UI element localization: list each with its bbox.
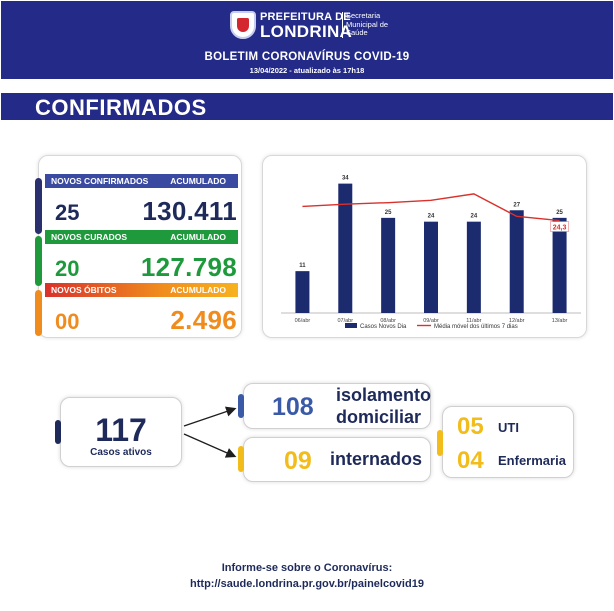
arrow-to-hospitalized — [183, 433, 237, 458]
chart-category-label: 08/abr — [380, 318, 396, 324]
chart-bar-label: 34 — [342, 176, 349, 182]
footer-info: Informe-se sobre o Coronavírus: — [221, 562, 393, 574]
section-title: CONFIRMADOS — [35, 95, 207, 120]
deaths-accent-bar — [35, 290, 42, 336]
deaths-total-value: 2.496 — [170, 305, 237, 335]
recovered-label: NOVOS CURADOS — [51, 232, 128, 242]
prefeitura-logo: PREFEITURA DE LONDRINA Secretaria Munici… — [230, 10, 390, 42]
chart-average-label: 24,3 — [553, 225, 567, 232]
recovered-accum-label: ACUMULADO — [170, 232, 226, 242]
confirmed-daily-value: 25 — [55, 200, 80, 225]
hospital-breakdown-card: 05 UTI 04 Enfermaria — [442, 406, 574, 478]
chart-bar — [552, 217, 567, 313]
header-bar: PREFEITURA DE LONDRINA Secretaria Munici… — [1, 1, 613, 79]
chart-bar-label: 27 — [513, 202, 520, 208]
home-isolation-value: 108 — [272, 393, 314, 421]
logo-divider — [342, 12, 343, 38]
cases-chart-card: 11 06/abr 34 07/abr 25 08/abr 24 09/abr 24 11/abr… — [262, 155, 587, 338]
chart-bar-label: 11 — [299, 263, 306, 269]
home-isolation-label-line: domiciliar — [336, 407, 422, 427]
secretaria-line: Saúde — [346, 28, 368, 38]
chart-bar — [295, 271, 310, 313]
active-accent-bar — [55, 420, 61, 444]
home-isolation-label-line: isolamento — [336, 385, 432, 405]
chart-bar-label: 25 — [385, 210, 392, 216]
chart-category-label: 06/abr — [295, 318, 311, 324]
chart-moving-average-line — [302, 193, 560, 222]
active-cases-label: Casos ativos — [90, 447, 152, 458]
recovered-accent-bar — [35, 236, 42, 286]
bulletin-title: BOLETIM CORONAVÍRUS COVID-19 — [204, 51, 410, 63]
chart-category-label: 13/abr — [552, 318, 568, 324]
cases-chart: 11 06/abr 34 07/abr 25 08/abr 24 09/abr 24 11/abr… — [281, 176, 581, 330]
legend-line-label: Média móvel dos últimos 7 dias — [434, 324, 518, 330]
flow-arrows — [183, 406, 237, 458]
breakdown-accent-bar — [437, 430, 443, 456]
isolation-accent-bar — [238, 394, 244, 418]
deaths-header: NOVOS ÓBITOS ACUMULADO — [45, 283, 238, 297]
chart-bar-label: 24 — [428, 214, 435, 220]
chart-category-label: 09/abr — [423, 318, 439, 324]
icu-label: UTI — [498, 420, 519, 435]
confirmed-header: NOVOS CONFIRMADOS ACUMULADO — [45, 174, 238, 188]
hospitalized-accent-bar — [238, 446, 244, 472]
bulletin-date: 13/04/2022 - atualizado às 17h18 — [249, 66, 365, 75]
logo-prefix: PREFEITURA DE — [260, 11, 351, 23]
chart-category-label: 07/abr — [337, 318, 353, 324]
legend-bar-swatch — [345, 323, 357, 328]
chart-bar — [424, 221, 438, 313]
home-isolation-label: isolamento domiciliar — [336, 384, 431, 428]
icu-value: 05 — [457, 413, 484, 440]
secretaria-line: Municipal de — [346, 19, 389, 29]
ward-label: Enfermaria — [498, 453, 566, 468]
home-isolation-card: 108 isolamento domiciliar — [243, 383, 431, 429]
recovered-total-value: 127.798 — [140, 252, 237, 282]
deaths-accum-label: ACUMULADO — [170, 285, 226, 295]
chart-category-label: 11/abr — [466, 318, 481, 324]
stats-card: NOVOS CONFIRMADOS ACUMULADO 25 130.411 N… — [35, 155, 242, 338]
ward-value: 04 — [457, 447, 484, 474]
hospitalized-card: 09 internados — [243, 437, 431, 482]
secretaria-line: Secretaria — [346, 11, 381, 20]
chart-average-label-box — [550, 221, 569, 232]
chart-bar-label: 24 — [471, 214, 478, 220]
logo-city: LONDRINA — [260, 22, 353, 41]
chart-bar — [509, 210, 524, 313]
confirmed-label: NOVOS CONFIRMADOS — [51, 176, 149, 186]
arrow-to-isolation — [183, 406, 237, 427]
logo-secretaria: Secretaria Municipal de Saúde — [346, 11, 389, 38]
confirmed-accent-bar — [35, 178, 42, 234]
hospitalized-value: 09 — [284, 447, 312, 475]
footer-link[interactable]: http://saude.londrina.pr.gov.br/painelco… — [190, 578, 424, 590]
recovered-header: NOVOS CURADOS ACUMULADO — [45, 230, 238, 244]
chart-category-label: 12/abr — [509, 318, 525, 324]
confirmed-accum-label: ACUMULADO — [170, 176, 226, 186]
chart-bar-label: 25 — [556, 210, 563, 216]
deaths-daily-value: 00 — [55, 309, 80, 334]
city-seal-icon — [230, 11, 256, 39]
legend-bar-label: Casos Novos Dia — [360, 324, 407, 330]
chart-bar — [466, 221, 481, 313]
deaths-label: NOVOS ÓBITOS — [51, 285, 117, 295]
hospitalized-label: internados — [330, 449, 423, 469]
chart-bar — [338, 183, 353, 313]
confirmed-total-value: 130.411 — [142, 196, 237, 226]
active-cases-card: 117 Casos ativos — [60, 397, 182, 467]
chart-bar — [381, 217, 396, 313]
recovered-daily-value: 20 — [55, 256, 80, 281]
active-cases-value: 117 — [95, 412, 147, 448]
section-banner: CONFIRMADOS — [1, 93, 613, 120]
